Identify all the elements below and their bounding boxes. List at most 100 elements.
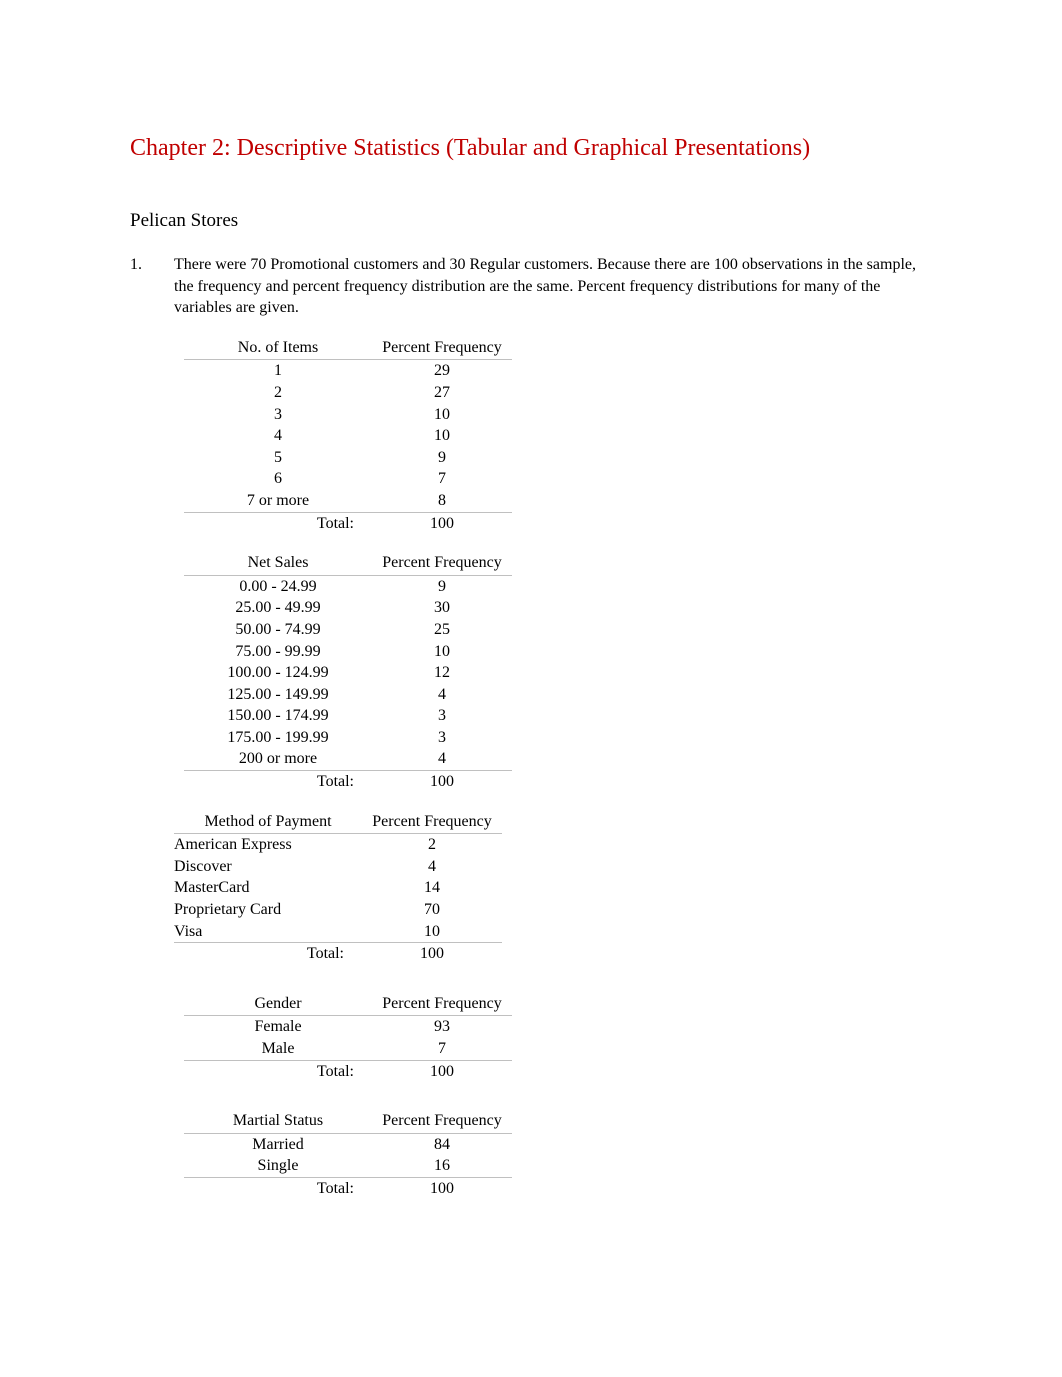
cell-value: 30 [372, 597, 512, 619]
cell-label: 125.00 - 149.99 [184, 684, 372, 706]
table-header-row: Method of Payment Percent Frequency [174, 811, 502, 834]
table-total-row: Total:100 [184, 1060, 512, 1082]
cell-value: 84 [372, 1133, 512, 1155]
cell-label: MasterCard [174, 877, 362, 899]
table-header-row: Martial Status Percent Frequency [184, 1110, 512, 1133]
cell-label: Visa [174, 921, 362, 943]
cell-value: 12 [372, 662, 512, 684]
table-row: Single16 [184, 1155, 512, 1177]
cell-label: Female [184, 1016, 372, 1038]
table-header-row: Gender Percent Frequency [184, 993, 512, 1016]
cell-value: 3 [372, 705, 512, 727]
cell-value: 70 [362, 899, 502, 921]
table-no-of-items: No. of Items Percent Frequency 129 227 3… [184, 337, 512, 534]
table-row: 25.00 - 49.9930 [184, 597, 512, 619]
header-value: Percent Frequency [372, 337, 512, 360]
cell-value: 27 [372, 382, 512, 404]
cell-label: Proprietary Card [174, 899, 362, 921]
cell-value: 93 [372, 1016, 512, 1038]
table-row: 310 [184, 404, 512, 426]
question-item: 1. There were 70 Promotional customers a… [130, 254, 932, 1218]
cell-value: 10 [372, 404, 512, 426]
table-row: Visa10 [174, 921, 502, 943]
table-row: MasterCard14 [174, 877, 502, 899]
total-label: Total: [174, 943, 362, 965]
table-row: Married84 [184, 1133, 512, 1155]
header-value: Percent Frequency [372, 993, 512, 1016]
table-net-sales: Net Sales Percent Frequency 0.00 - 24.99… [184, 552, 512, 793]
table-row: American Express2 [174, 834, 502, 856]
table-row: 175.00 - 199.993 [184, 727, 512, 749]
table-row: 100.00 - 124.9912 [184, 662, 512, 684]
cell-value: 25 [372, 619, 512, 641]
table-row: 200 or more4 [184, 748, 512, 770]
cell-label: Single [184, 1155, 372, 1177]
cell-value: 10 [362, 921, 502, 943]
header-value: Percent Frequency [362, 811, 502, 834]
table-row: 59 [184, 447, 512, 469]
cell-value: 4 [372, 748, 512, 770]
cell-value: 7 [372, 1038, 512, 1060]
cell-value: 9 [372, 575, 512, 597]
table-row: Male7 [184, 1038, 512, 1060]
table-row: 50.00 - 74.9925 [184, 619, 512, 641]
cell-label: 200 or more [184, 748, 372, 770]
total-label: Total: [184, 1177, 372, 1199]
cell-value: 14 [362, 877, 502, 899]
cell-label: 150.00 - 174.99 [184, 705, 372, 727]
table-marital-status: Martial Status Percent Frequency Married… [184, 1110, 512, 1199]
table-row: 150.00 - 174.993 [184, 705, 512, 727]
header-label: Gender [184, 993, 372, 1016]
cell-label: 25.00 - 49.99 [184, 597, 372, 619]
header-label: Method of Payment [174, 811, 362, 834]
table-row: Discover4 [174, 856, 502, 878]
table-row: 75.00 - 99.9910 [184, 641, 512, 663]
cell-label: 75.00 - 99.99 [184, 641, 372, 663]
cell-label: 4 [184, 425, 372, 447]
paragraph: There were 70 Promotional customers and … [174, 254, 932, 319]
cell-value: 4 [372, 684, 512, 706]
header-label: Net Sales [184, 552, 372, 575]
table-row: 7 or more8 [184, 490, 512, 512]
cell-value: 16 [372, 1155, 512, 1177]
table-row: 129 [184, 360, 512, 382]
table-gender: Gender Percent Frequency Female93 Male7 … [184, 993, 512, 1082]
header-label: No. of Items [184, 337, 372, 360]
total-value: 100 [372, 512, 512, 534]
page: Chapter 2: Descriptive Statistics (Tabul… [0, 0, 1062, 1318]
header-value: Percent Frequency [372, 1110, 512, 1133]
table-method-of-payment: Method of Payment Percent Frequency Amer… [174, 811, 502, 965]
table-row: Proprietary Card70 [174, 899, 502, 921]
item-number: 1. [130, 254, 174, 276]
cell-label: Male [184, 1038, 372, 1060]
table-row: 125.00 - 149.994 [184, 684, 512, 706]
header-label: Martial Status [184, 1110, 372, 1133]
item-body: There were 70 Promotional customers and … [174, 254, 932, 1218]
cell-label: 5 [184, 447, 372, 469]
table-total-row: Total:100 [174, 943, 502, 965]
table-header-row: Net Sales Percent Frequency [184, 552, 512, 575]
cell-value: 3 [372, 727, 512, 749]
cell-label: 0.00 - 24.99 [184, 575, 372, 597]
cell-label: 2 [184, 382, 372, 404]
cell-label: 6 [184, 468, 372, 490]
total-value: 100 [372, 1177, 512, 1199]
cell-label: 1 [184, 360, 372, 382]
total-label: Total: [184, 512, 372, 534]
cell-value: 4 [362, 856, 502, 878]
total-label: Total: [184, 1060, 372, 1082]
table-header-row: No. of Items Percent Frequency [184, 337, 512, 360]
cell-value: 10 [372, 641, 512, 663]
cell-label: 100.00 - 124.99 [184, 662, 372, 684]
cell-value: 7 [372, 468, 512, 490]
table-total-row: Total:100 [184, 1177, 512, 1199]
total-value: 100 [372, 771, 512, 793]
cell-label: 50.00 - 74.99 [184, 619, 372, 641]
cell-label: 3 [184, 404, 372, 426]
cell-label: Discover [174, 856, 362, 878]
total-value: 100 [372, 1060, 512, 1082]
table-total-row: Total:100 [184, 771, 512, 793]
header-value: Percent Frequency [372, 552, 512, 575]
cell-label: 7 or more [184, 490, 372, 512]
cell-value: 9 [372, 447, 512, 469]
